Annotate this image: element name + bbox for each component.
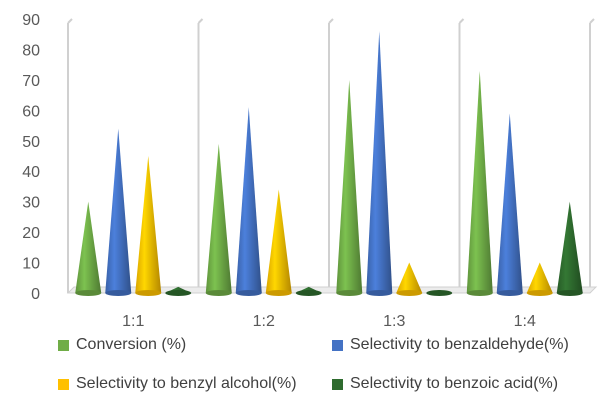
cone-base: [426, 290, 453, 296]
cone-0-0: [75, 201, 102, 296]
legend-swatch-benzyl-alcohol: [58, 378, 69, 390]
cone-2-2: [396, 262, 423, 296]
y-tick-label: 60: [22, 103, 40, 120]
y-tick-label: 70: [22, 73, 40, 90]
legend-swatch-benzaldehyde: [332, 339, 343, 351]
cone-base: [205, 290, 232, 296]
legend-label-benzyl-alcohol: Selectivity to benzyl alcohol(%): [76, 375, 297, 392]
cone-3-2: [426, 289, 453, 296]
chart-walls: [66, 18, 598, 294]
x-category-label: 1:2: [253, 313, 275, 330]
cone-base: [366, 290, 393, 296]
x-category-label: 1:4: [514, 313, 536, 330]
cone-base: [265, 290, 292, 296]
cone-body: [466, 70, 493, 293]
cone-body: [135, 156, 162, 293]
cone-body: [205, 143, 232, 293]
chart-cones: [75, 31, 583, 296]
y-tick-label: 80: [22, 42, 40, 59]
cone-base: [75, 290, 102, 296]
partition-wall: [328, 18, 334, 293]
cone-0-3: [466, 70, 493, 296]
cone-body: [265, 189, 292, 293]
cone-1-2: [366, 31, 393, 296]
cone-0-2: [336, 79, 363, 296]
legend-label-benzoic-acid: Selectivity to benzoic acid(%): [350, 375, 559, 392]
cone-3-0: [165, 286, 192, 296]
y-tick-label: 90: [22, 12, 40, 29]
x-category-label: 1:1: [122, 313, 144, 330]
cone-1-3: [496, 113, 523, 296]
cone-base: [526, 290, 553, 296]
x-category-label: 1:3: [383, 313, 405, 330]
cone-base: [165, 290, 192, 296]
cone-2-0: [135, 156, 162, 296]
y-tick-label: 0: [31, 286, 40, 303]
cone-3-1: [295, 286, 322, 296]
legend-item-benzaldehyde: Selectivity to benzaldehyde(%): [332, 336, 569, 354]
cone-body: [396, 262, 423, 293]
cone-1-1: [235, 107, 262, 296]
x-axis: 1:1 1:2 1:3 1:4: [122, 313, 536, 330]
cone-base: [105, 290, 132, 296]
cone-base: [336, 290, 363, 296]
cone-2-3: [526, 262, 553, 296]
cone-base: [556, 290, 583, 296]
legend-item-conversion: Conversion (%): [58, 336, 186, 354]
cone-body: [496, 113, 523, 293]
y-axis: 0 10 20 30 40 50 60 70 80 90: [22, 12, 40, 303]
partition-wall: [458, 18, 465, 293]
cone-base: [466, 290, 493, 296]
partition-wall: [67, 18, 73, 293]
cone-base: [295, 290, 322, 296]
cone-base: [496, 290, 523, 296]
cone-base: [135, 290, 162, 296]
cone-2-1: [265, 189, 292, 296]
y-tick-label: 20: [22, 225, 40, 242]
cone-body: [336, 79, 363, 293]
cone-body: [366, 31, 393, 294]
y-tick-label: 30: [22, 195, 40, 212]
legend-item-benzoic-acid: Selectivity to benzoic acid(%): [332, 375, 558, 393]
cone-base: [235, 290, 262, 296]
legend-swatch-benzoic-acid: [332, 378, 343, 390]
cone-base: [396, 290, 423, 296]
partition-wall: [197, 18, 204, 293]
legend: Conversion (%) Selectivity to benzaldehy…: [0, 336, 600, 395]
legend-item-benzyl-alcohol: Selectivity to benzyl alcohol(%): [58, 375, 297, 393]
cone-body: [556, 201, 583, 293]
cone-body: [105, 128, 132, 293]
y-tick-label: 10: [22, 256, 40, 273]
y-tick-label: 50: [22, 134, 40, 151]
partition-wall: [589, 18, 595, 293]
legend-label-conversion: Conversion (%): [76, 336, 187, 353]
legend-swatch-conversion: [58, 339, 69, 351]
y-tick-label: 40: [22, 164, 40, 181]
cone-1-0: [105, 128, 132, 296]
cone-body: [235, 107, 262, 294]
cone-body: [526, 262, 553, 293]
legend-label-benzaldehyde: Selectivity to benzaldehyde(%): [350, 336, 569, 353]
cone-3-3: [556, 201, 583, 296]
cone-body: [75, 201, 102, 293]
cone-0-1: [205, 143, 232, 296]
